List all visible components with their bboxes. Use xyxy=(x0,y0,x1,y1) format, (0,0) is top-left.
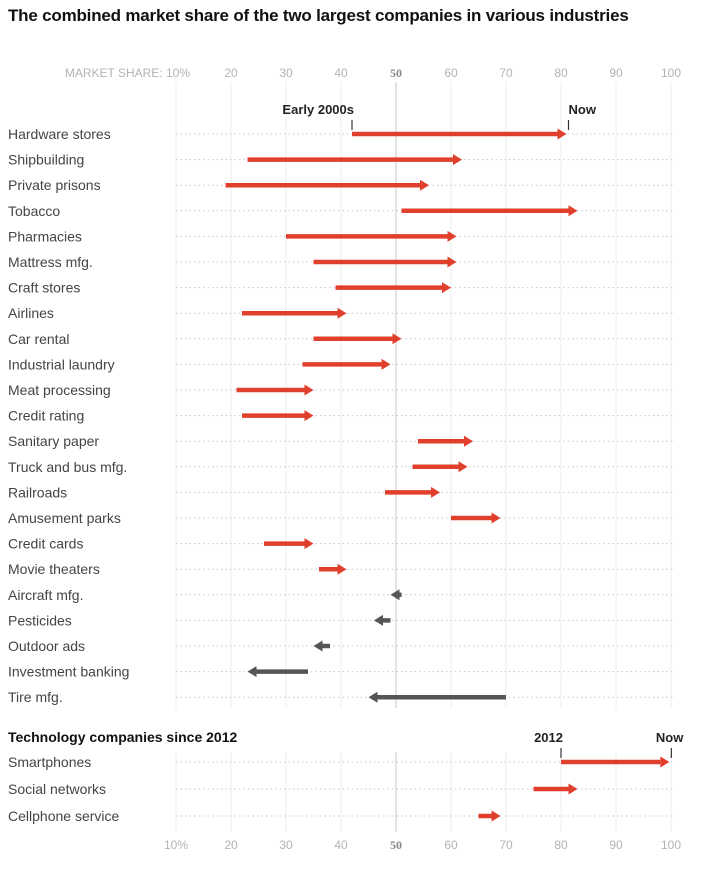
arrow-head xyxy=(374,614,383,626)
row-label: Sanitary paper xyxy=(8,433,99,449)
tick-label-40: 40 xyxy=(334,66,348,80)
arrow-head xyxy=(557,128,567,140)
arrow-head xyxy=(491,512,501,524)
end-annotation: Now xyxy=(656,730,684,745)
tick-label-30: 30 xyxy=(279,838,293,852)
arrow-head xyxy=(491,810,501,822)
tick-label-20: 20 xyxy=(224,838,238,852)
tick-label-80: 80 xyxy=(554,66,568,80)
row-label: Smartphones xyxy=(8,754,91,770)
tick-label-90: 90 xyxy=(609,838,623,852)
arrow-head xyxy=(442,282,451,294)
arrow-head xyxy=(304,384,314,396)
arrow-head xyxy=(431,486,440,498)
row-label: Credit cards xyxy=(8,536,83,552)
arrow-head xyxy=(337,563,347,575)
arrow-head xyxy=(247,666,257,678)
section-title: Technology companies since 2012 xyxy=(8,729,237,745)
row-label: Hardware stores xyxy=(8,126,111,142)
arrow-head xyxy=(568,205,578,217)
row-label: Movie theaters xyxy=(8,561,100,577)
row-label: Shipbuilding xyxy=(8,152,84,168)
row-label: Craft stores xyxy=(8,280,80,296)
arrow-head xyxy=(304,410,314,422)
arrow-head xyxy=(337,307,347,319)
tick-label-80: 80 xyxy=(554,838,568,852)
row-label: Pesticides xyxy=(8,612,72,628)
row-label: Railroads xyxy=(8,484,67,500)
tick-label-70: 70 xyxy=(499,838,513,852)
row-label: Tobacco xyxy=(8,203,60,219)
arrow-head xyxy=(447,230,457,242)
row-label: Social networks xyxy=(8,781,106,797)
arrow-head xyxy=(453,154,462,166)
tick-label-10: 10% xyxy=(164,838,188,852)
arrow-head xyxy=(447,256,457,268)
row-label: Investment banking xyxy=(8,664,129,680)
tick-label-10: MARKET SHARE: 10% xyxy=(65,66,190,80)
chart-title: The combined market share of the two lar… xyxy=(8,6,629,25)
row-label: Aircraft mfg. xyxy=(8,587,83,603)
arrow-head xyxy=(420,179,429,191)
row-label: Private prisons xyxy=(8,177,101,193)
end-annotation: Now xyxy=(569,102,597,117)
tick-label-40: 40 xyxy=(334,838,348,852)
row-label: Credit rating xyxy=(8,408,84,424)
tick-label-100: 100 xyxy=(661,66,681,80)
start-annotation: 2012 xyxy=(534,730,563,745)
tick-label-30: 30 xyxy=(279,66,293,80)
arrow-head xyxy=(464,435,473,447)
row-label: Cellphone service xyxy=(8,808,119,824)
row-label: Industrial laundry xyxy=(8,356,115,372)
tick-label-60: 60 xyxy=(444,66,458,80)
row-label: Amusement parks xyxy=(8,510,121,526)
tick-label-60: 60 xyxy=(444,838,458,852)
arrow-head xyxy=(304,538,314,550)
row-label: Truck and bus mfg. xyxy=(8,459,127,475)
arrow-head xyxy=(313,640,323,652)
start-annotation: Early 2000s xyxy=(282,102,354,117)
arrow-head xyxy=(660,756,670,768)
row-label: Car rental xyxy=(8,331,69,347)
arrow-head xyxy=(390,589,400,601)
row-label: Tire mfg. xyxy=(8,689,63,705)
tick-label-70: 70 xyxy=(499,66,513,80)
arrow-head xyxy=(458,461,468,473)
arrow-head xyxy=(368,691,378,703)
arrow-head xyxy=(568,783,578,795)
tick-label-50: 50 xyxy=(390,66,402,80)
row-label: Airlines xyxy=(8,305,54,321)
row-label: Pharmacies xyxy=(8,228,82,244)
row-label: Meat processing xyxy=(8,382,111,398)
tick-label-90: 90 xyxy=(609,66,623,80)
arrow-head xyxy=(392,333,402,345)
tick-label-100: 100 xyxy=(661,838,681,852)
tick-label-20: 20 xyxy=(224,66,238,80)
row-label: Mattress mfg. xyxy=(8,254,93,270)
arrow-head xyxy=(381,358,391,370)
row-label: Outdoor ads xyxy=(8,638,85,654)
tick-label-50: 50 xyxy=(390,838,402,852)
